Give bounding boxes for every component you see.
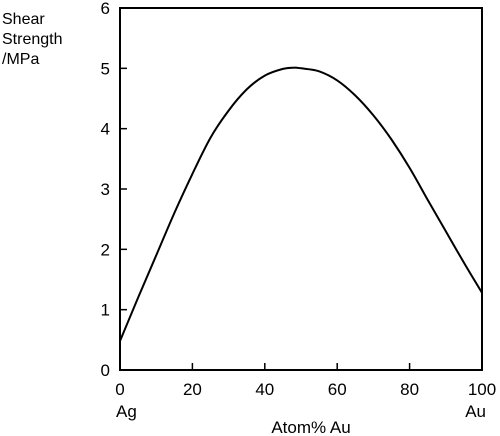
y-axis-label-line-1: Shear	[2, 11, 45, 28]
x-tick-label: 80	[400, 380, 419, 399]
x-tick-label: 40	[255, 380, 274, 399]
x-tick-label: 20	[183, 380, 202, 399]
x-tick-label: 100	[468, 380, 496, 399]
x-tick-label: 60	[328, 380, 347, 399]
y-tick-label: 3	[101, 180, 110, 199]
y-tick-label: 5	[101, 59, 110, 78]
x-end-label-ag: Ag	[116, 402, 137, 421]
y-tick-label: 6	[101, 0, 110, 18]
shear-strength-curve	[119, 66, 483, 342]
y-tick-label: 1	[101, 301, 110, 320]
y-tick-label: 4	[101, 120, 110, 139]
y-axis-label-line-2: Strength	[2, 31, 63, 48]
x-axis-label: Atom% Au	[271, 418, 350, 436]
x-end-label-au: Au	[465, 402, 486, 421]
y-tick-label: 2	[101, 240, 110, 259]
y-axis-label-line-3: /MPa	[2, 51, 40, 68]
ticks-layer	[119, 7, 483, 371]
plot-frame	[119, 7, 483, 371]
y-tick-label: 0	[101, 361, 110, 380]
x-tick-label: 0	[115, 380, 124, 399]
y-axis-label: Shear Strength /MPa	[2, 10, 62, 70]
